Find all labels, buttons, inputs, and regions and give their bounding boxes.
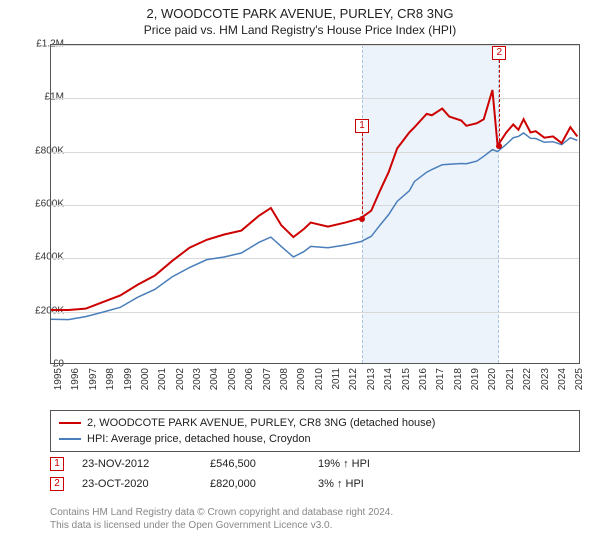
- marker-box: 2: [492, 46, 506, 60]
- legend-item-hpi: HPI: Average price, detached house, Croy…: [59, 431, 571, 447]
- x-axis-tick-label: 2015: [401, 368, 412, 390]
- marker-dot: [496, 143, 502, 149]
- sales-row: 2 23-OCT-2020 £820,000 3% ↑ HPI: [50, 474, 580, 494]
- x-axis-tick-label: 2013: [366, 368, 377, 390]
- marker-line: [362, 133, 363, 219]
- x-axis-tick-label: 2016: [418, 368, 429, 390]
- legend-swatch-hpi: [59, 438, 81, 440]
- plot-area: 12: [50, 44, 580, 364]
- x-axis-tick-label: 2019: [470, 368, 481, 390]
- x-axis-tick-label: 2022: [522, 368, 533, 390]
- x-axis-tick-label: 2009: [296, 368, 307, 390]
- attribution: Contains HM Land Registry data © Crown c…: [50, 506, 580, 532]
- sales-hpi-delta: 3% ↑ HPI: [318, 478, 398, 490]
- x-axis-tick-label: 2003: [192, 368, 203, 390]
- legend-item-property: 2, WOODCOTE PARK AVENUE, PURLEY, CR8 3NG…: [59, 415, 571, 431]
- x-axis-tick-label: 2002: [175, 368, 186, 390]
- sales-hpi-delta: 19% ↑ HPI: [318, 458, 398, 470]
- x-axis-tick-label: 2023: [540, 368, 551, 390]
- x-axis-tick-label: 1995: [53, 368, 64, 390]
- sales-marker-icon: 1: [50, 457, 64, 471]
- chart-title: 2, WOODCOTE PARK AVENUE, PURLEY, CR8 3NG: [0, 6, 600, 21]
- x-axis-tick-label: 2008: [279, 368, 290, 390]
- x-axis-tick-label: 2021: [505, 368, 516, 390]
- x-axis-tick-label: 2024: [557, 368, 568, 390]
- x-axis-tick-label: 2017: [435, 368, 446, 390]
- x-axis-tick-label: 1998: [105, 368, 116, 390]
- chart-container: 2, WOODCOTE PARK AVENUE, PURLEY, CR8 3NG…: [0, 0, 600, 560]
- x-axis-tick-label: 2000: [140, 368, 151, 390]
- x-axis-tick-label: 2020: [487, 368, 498, 390]
- x-axis-tick-label: 2025: [574, 368, 585, 390]
- marker-line: [499, 60, 500, 146]
- sales-row: 1 23-NOV-2012 £546,500 19% ↑ HPI: [50, 454, 580, 474]
- x-axis-tick-label: 2012: [348, 368, 359, 390]
- x-axis-tick-label: 2018: [453, 368, 464, 390]
- legend-swatch-property: [59, 422, 81, 424]
- x-axis-tick-label: 2010: [314, 368, 325, 390]
- legend: 2, WOODCOTE PARK AVENUE, PURLEY, CR8 3NG…: [50, 410, 580, 452]
- x-axis-tick-label: 1996: [70, 368, 81, 390]
- marker-box: 1: [355, 119, 369, 133]
- sales-date: 23-OCT-2020: [82, 478, 192, 490]
- x-axis-tick-label: 2006: [244, 368, 255, 390]
- sales-price: £820,000: [210, 478, 300, 490]
- attribution-line: Contains HM Land Registry data © Crown c…: [50, 506, 580, 519]
- x-axis-tick-label: 2007: [262, 368, 273, 390]
- sales-date: 23-NOV-2012: [82, 458, 192, 470]
- attribution-line: This data is licensed under the Open Gov…: [50, 519, 580, 532]
- chart-subtitle: Price paid vs. HM Land Registry's House …: [0, 23, 600, 37]
- x-axis-tick-label: 1999: [123, 368, 134, 390]
- x-axis-tick-label: 1997: [88, 368, 99, 390]
- legend-label-hpi: HPI: Average price, detached house, Croy…: [87, 433, 311, 445]
- title-block: 2, WOODCOTE PARK AVENUE, PURLEY, CR8 3NG…: [0, 0, 600, 39]
- x-axis-tick-label: 2011: [331, 368, 342, 390]
- series-line-hpi: [51, 133, 577, 320]
- sales-price: £546,500: [210, 458, 300, 470]
- sales-marker-icon: 2: [50, 477, 64, 491]
- x-axis-tick-label: 2005: [227, 368, 238, 390]
- x-axis-tick-label: 2004: [209, 368, 220, 390]
- x-axis-tick-label: 2014: [383, 368, 394, 390]
- marker-dot: [359, 216, 365, 222]
- sales-table: 1 23-NOV-2012 £546,500 19% ↑ HPI 2 23-OC…: [50, 454, 580, 494]
- x-axis-tick-label: 2001: [157, 368, 168, 390]
- legend-label-property: 2, WOODCOTE PARK AVENUE, PURLEY, CR8 3NG…: [87, 417, 435, 429]
